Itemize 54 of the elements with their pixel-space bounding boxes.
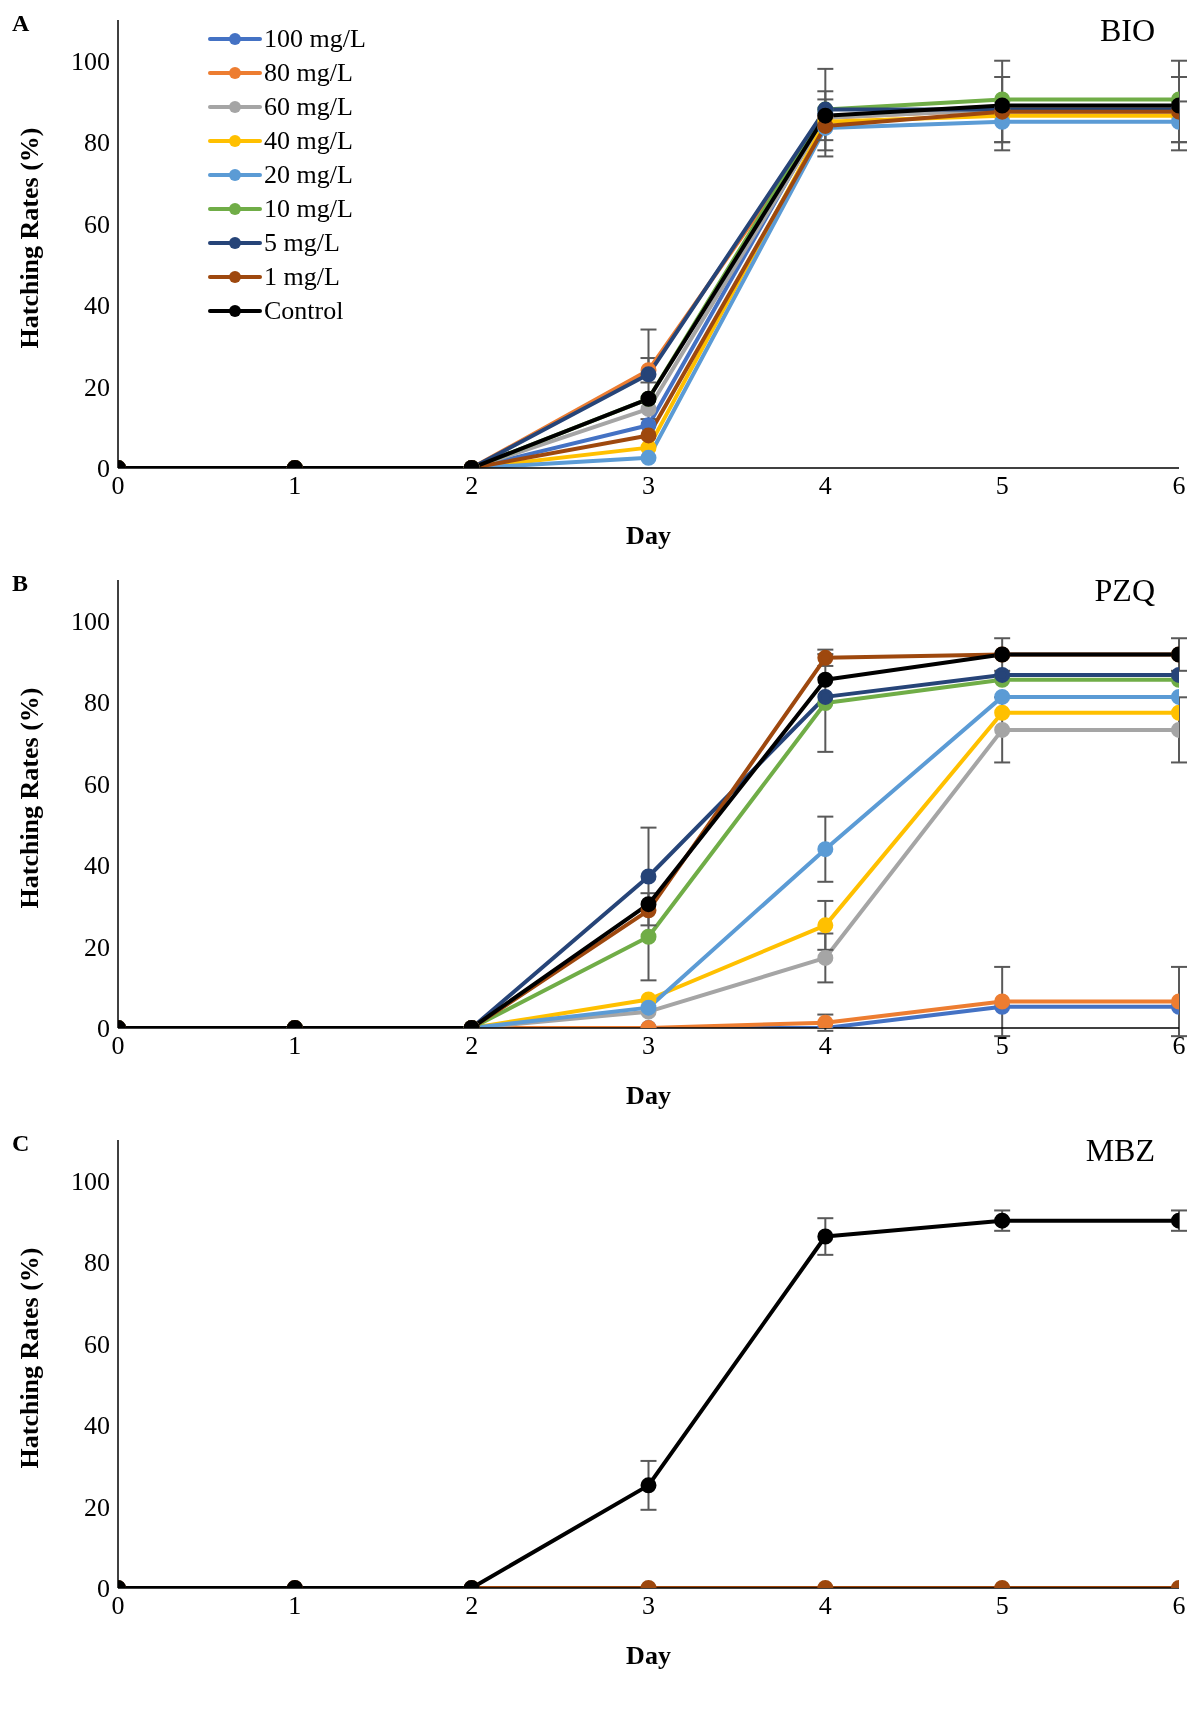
y-tick-label: 60: [84, 209, 110, 239]
text: B: [12, 570, 29, 597]
x-tick-label: 4: [818, 471, 832, 501]
x-tick-label: 4: [818, 1031, 832, 1061]
x-tick-label: 4: [818, 1591, 832, 1621]
y-tick-label: 100: [71, 1166, 110, 1196]
x-tick-label: 6: [1172, 471, 1186, 501]
y-tick-label: 40: [84, 851, 110, 881]
x-axis-title: Day: [626, 1641, 671, 1670]
x-tick-label: 2: [465, 1031, 479, 1061]
y-tick-label: 20: [84, 932, 110, 962]
y-tick-label: 100: [71, 46, 110, 76]
legend-label: Control: [264, 295, 344, 327]
y-axis-title: Hatching Rates (%): [15, 687, 45, 909]
x-axis-title: Day: [626, 1081, 671, 1110]
legend-label: 60 mg/L: [264, 91, 353, 123]
legend-label: 100 mg/L: [264, 23, 366, 55]
x-tick-label: 5: [995, 471, 1009, 501]
y-tick-label: 20: [84, 1492, 110, 1522]
x-tick-label: 3: [642, 1591, 655, 1621]
x-tick-label: 1: [288, 1591, 302, 1621]
legend-label: 1 mg/L: [264, 261, 340, 293]
x-tick-label: 3: [642, 1031, 655, 1061]
text: A: [12, 10, 30, 37]
x-tick-label: 2: [465, 1591, 479, 1621]
y-tick-label: 60: [84, 769, 110, 799]
legend-label: 10 mg/L: [264, 193, 353, 225]
y-axis-title: Hatching Rates (%): [15, 127, 45, 349]
legend-label: 20 mg/L: [264, 159, 353, 191]
text: C: [12, 1130, 30, 1157]
x-axis-title: Day: [626, 521, 671, 550]
y-tick-label: 80: [84, 1248, 110, 1278]
x-tick-label: 3: [642, 471, 655, 501]
chart-title: PZQ: [1094, 572, 1155, 609]
chart-title: BIO: [1099, 12, 1155, 49]
x-tick-label: 1: [288, 471, 302, 501]
y-axis-title: Hatching Rates (%): [15, 1247, 45, 1469]
y-tick-label: 20: [84, 372, 110, 402]
y-tick-label: 40: [84, 1411, 110, 1441]
y-tick-label: 80: [84, 688, 110, 718]
legend-label: 5 mg/L: [264, 227, 340, 259]
y-tick-label: 40: [84, 291, 110, 321]
x-tick-label: 6: [1172, 1591, 1186, 1621]
legend-label: 80 mg/L: [264, 57, 353, 89]
x-tick-label: 1: [288, 1031, 302, 1061]
y-tick-label: 100: [71, 606, 110, 636]
chart-title: MBZ: [1085, 1132, 1155, 1169]
x-tick-label: 6: [1172, 1031, 1186, 1061]
y-tick-label: 60: [84, 1329, 110, 1359]
x-tick-label: 5: [995, 1031, 1009, 1061]
legend-label: 40 mg/L: [264, 125, 353, 157]
y-tick-label: 80: [84, 128, 110, 158]
x-tick-label: 5: [995, 1591, 1009, 1621]
x-tick-label: 2: [465, 471, 479, 501]
